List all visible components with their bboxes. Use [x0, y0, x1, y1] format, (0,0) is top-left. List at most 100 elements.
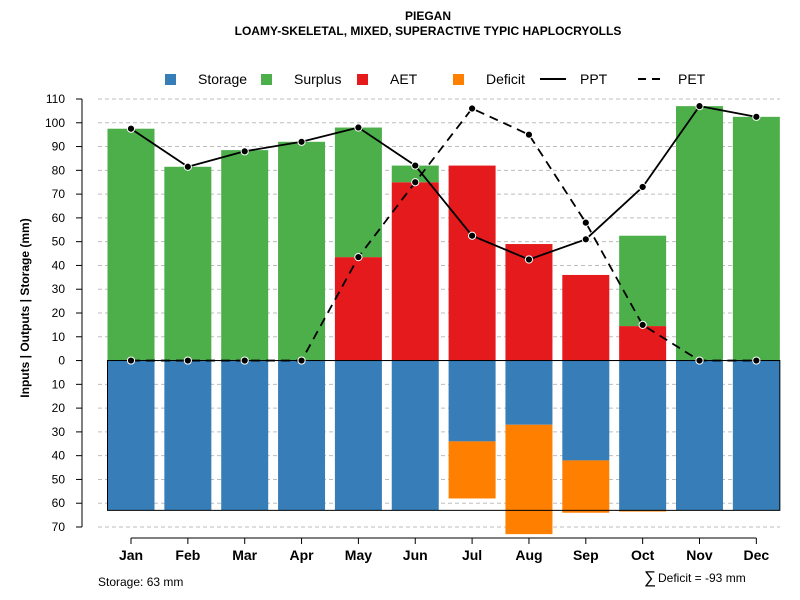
aet-bar-may	[334, 257, 382, 361]
y-tick-label-60-below: 60	[52, 496, 66, 510]
pet-point-may	[354, 253, 363, 262]
legend-swatch-deficit	[453, 74, 464, 85]
y-tick-label-10: 10	[52, 330, 66, 344]
surplus-bar-feb	[164, 166, 212, 361]
y-tick-label-30-below: 30	[52, 425, 66, 439]
pet-point-apr	[297, 356, 306, 365]
aet-bar-jun	[391, 182, 439, 361]
storage-bar-jan	[107, 360, 155, 511]
x-tick-label-jun: Jun	[403, 547, 428, 563]
lines-layer	[126, 102, 761, 365]
pet-point-oct	[638, 320, 647, 329]
legend-label-pet: PET	[678, 71, 706, 87]
surplus-bar-jan	[107, 128, 155, 361]
x-tick-label-dec: Dec	[744, 547, 770, 563]
y-tick-label-40: 40	[52, 258, 66, 272]
y-tick-label-90: 90	[52, 140, 66, 154]
ppt-point-may	[354, 123, 363, 132]
surplus-bar-mar	[221, 150, 269, 361]
legend-label-surplus: Surplus	[294, 71, 341, 87]
y-tick-label-20-below: 20	[52, 401, 66, 415]
ppt-point-sep	[581, 235, 590, 244]
x-tick-label-mar: Mar	[232, 547, 257, 563]
surplus-bar-dec	[732, 116, 780, 361]
legend-swatch-aet	[357, 74, 368, 85]
storage-bar-aug	[505, 360, 553, 425]
deficit-bar-aug	[505, 424, 553, 535]
storage-bar-dec	[732, 360, 780, 511]
x-tick-label-nov: Nov	[686, 547, 713, 563]
pet-point-feb	[183, 356, 192, 365]
storage-bar-apr	[278, 360, 326, 511]
pet-line	[131, 107, 757, 362]
storage-note: Storage: 63 mm	[98, 575, 183, 589]
ppt-point-feb	[183, 162, 192, 171]
storage-bar-mar	[221, 360, 269, 511]
y-tick-label-50-below: 50	[52, 472, 66, 486]
aet-bar-oct	[619, 326, 667, 361]
ppt-point-mar	[240, 147, 249, 156]
storage-bar-nov	[676, 360, 723, 511]
ppt-point-apr	[297, 137, 306, 146]
y-tick-label-100: 100	[45, 116, 65, 130]
x-tick-label-apr: Apr	[289, 547, 314, 563]
x-tick-label-aug: Aug	[515, 547, 542, 563]
storage-bar-feb	[164, 360, 212, 511]
y-axis-label: Inputs | Outputs | Storage (mm)	[18, 218, 32, 397]
deficit-bar-jul	[448, 441, 496, 499]
legend-label-storage: Storage	[198, 71, 247, 87]
sum-icon: ∑	[644, 568, 656, 587]
ppt-point-aug	[524, 255, 534, 264]
pet-point-jun	[411, 178, 420, 187]
ppt-point-dec	[752, 112, 761, 121]
aet-bar-sep	[562, 274, 610, 361]
y-tick-label-80: 80	[52, 163, 66, 177]
surplus-bar-may	[334, 127, 382, 258]
deficit-bar-sep	[562, 460, 610, 513]
storage-bar-jun	[391, 360, 439, 511]
legend-label-deficit: Deficit	[486, 71, 525, 87]
y-tick-label-40-below: 40	[52, 449, 66, 463]
storage-bar-sep	[562, 360, 610, 461]
deficit-bar-oct	[619, 510, 667, 512]
y-tick-label-0: 0	[58, 354, 65, 368]
x-tick-label-may: May	[345, 547, 372, 563]
ppt-point-jun	[411, 161, 420, 170]
legend-label-ppt: PPT	[580, 71, 608, 87]
storage-bar-oct	[619, 360, 667, 511]
x-tick-label-oct: Oct	[631, 547, 655, 563]
grid-lines	[98, 98, 780, 528]
legend: Storage Surplus AET Deficit PPT PET	[165, 71, 706, 87]
storage-bar-jul	[448, 360, 496, 442]
ppt-line	[130, 105, 757, 261]
storage-bar-may	[334, 360, 382, 511]
ppt-point-oct	[638, 182, 647, 192]
surplus-bar-oct	[619, 235, 667, 327]
ppt-point-nov	[695, 102, 704, 111]
legend-swatch-storage	[165, 74, 176, 85]
pet-point-aug	[524, 130, 534, 139]
chart-subtitle: LOAMY-SKELETAL, MIXED, SUPERACTIVE TYPIC…	[235, 24, 622, 38]
pet-point-dec	[752, 356, 761, 365]
surplus-bar-apr	[278, 141, 326, 361]
x-tick-label-jul: Jul	[462, 547, 482, 563]
x-tick-label-feb: Feb	[175, 547, 200, 563]
deficit-note: Deficit = -93 mm	[658, 571, 746, 585]
x-tick-label-jan: Jan	[119, 547, 143, 563]
y-tick-label-50: 50	[52, 235, 66, 249]
pet-point-jul	[468, 104, 477, 113]
x-tick-label-sep: Sep	[573, 547, 599, 563]
y-tick-label-70-below: 70	[52, 520, 66, 534]
pet-point-mar	[240, 356, 249, 365]
pet-point-nov	[695, 356, 704, 365]
legend-label-aet: AET	[390, 71, 418, 87]
bars-layer	[107, 106, 781, 535]
y-tick-label-60: 60	[52, 211, 66, 225]
y-tick-label-110: 110	[46, 92, 65, 106]
pet-point-sep	[581, 218, 590, 227]
aet-bar-jul	[448, 165, 496, 361]
pet-point-jan	[126, 356, 136, 365]
chart-title: PIEGAN	[405, 9, 451, 23]
